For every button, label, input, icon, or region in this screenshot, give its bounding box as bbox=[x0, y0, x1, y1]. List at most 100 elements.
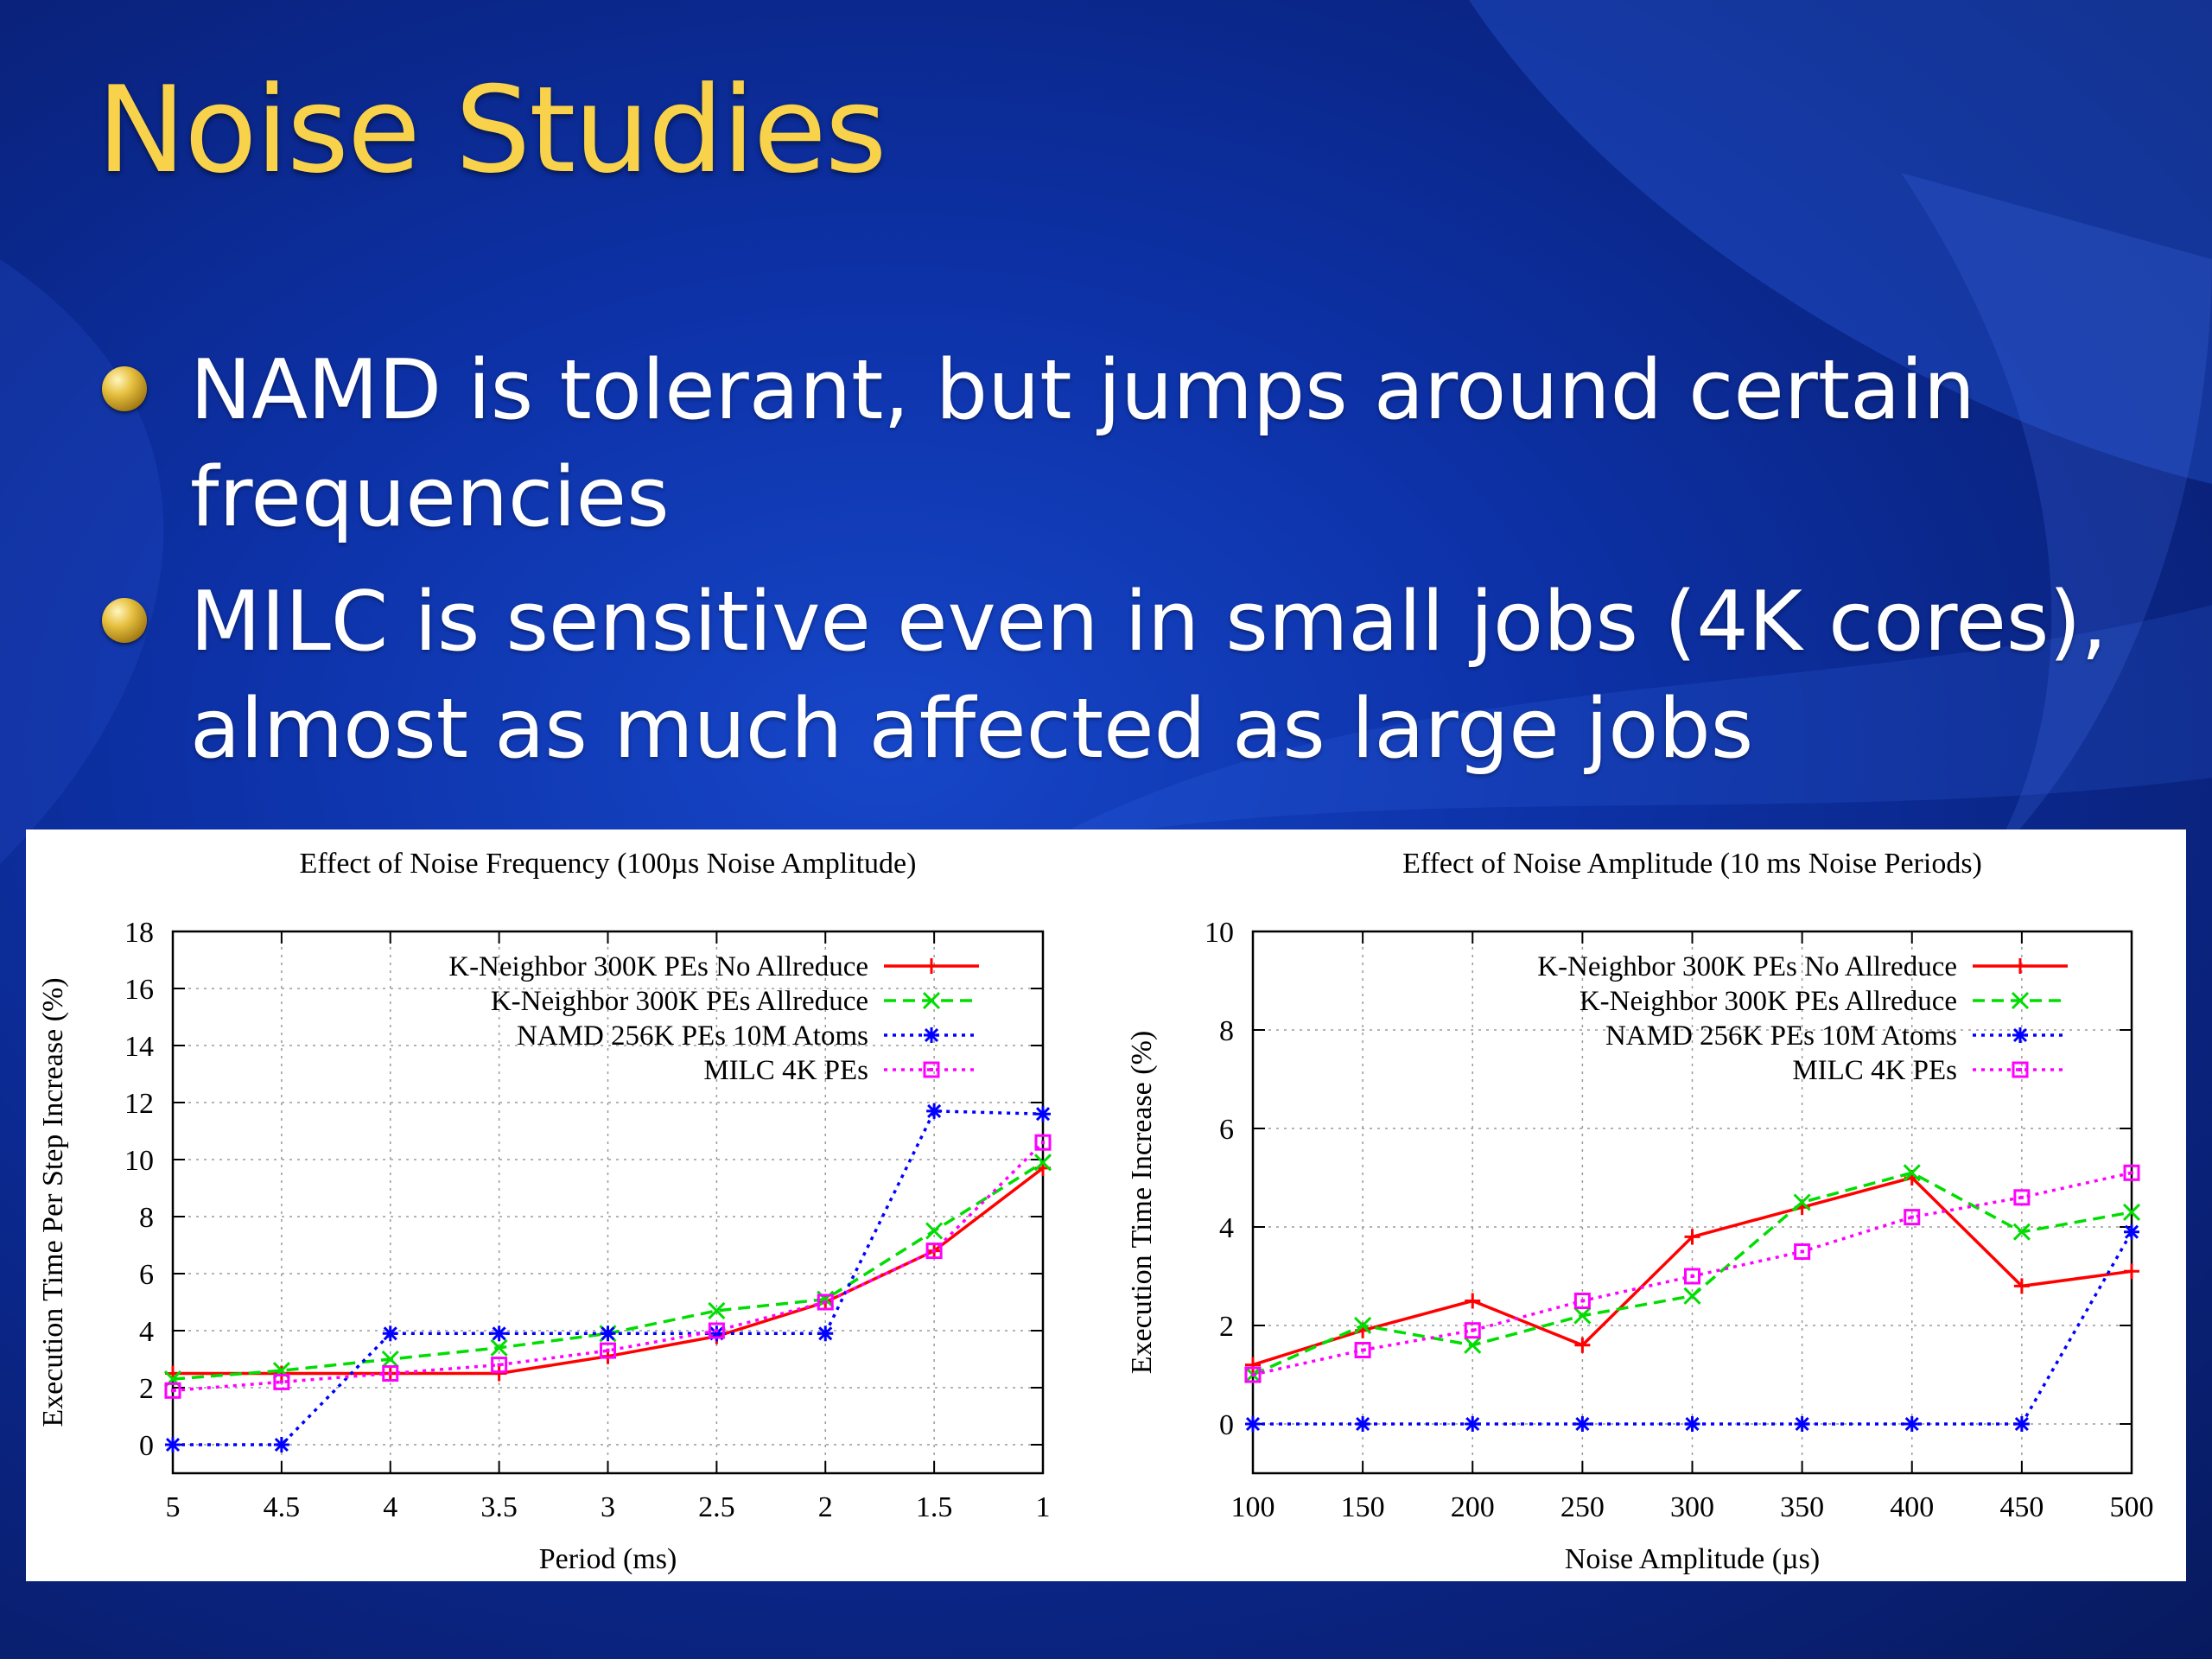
marker-stroke bbox=[1245, 1416, 1261, 1432]
marker-stroke bbox=[601, 1326, 615, 1341]
data-point bbox=[491, 1325, 507, 1342]
data-point bbox=[925, 1222, 944, 1240]
data-point bbox=[817, 1294, 834, 1311]
marker-stroke bbox=[2012, 1027, 2028, 1043]
marker-stroke bbox=[708, 1322, 725, 1339]
series-0 bbox=[165, 1160, 1051, 1382]
x-tick-label: 450 bbox=[1999, 1491, 2044, 1523]
data-point bbox=[2124, 1263, 2139, 1280]
x-tick-label: 250 bbox=[1560, 1491, 1605, 1523]
marker-dot bbox=[388, 1371, 392, 1376]
marker-stroke bbox=[1794, 1243, 1811, 1260]
marker-dot bbox=[1361, 1348, 1365, 1352]
marker-stroke bbox=[491, 1357, 508, 1374]
data-point bbox=[2013, 1189, 2031, 1206]
marker-stroke bbox=[600, 1342, 616, 1359]
y-tick-label: 14 bbox=[124, 1031, 154, 1063]
marker-stroke bbox=[2013, 1189, 2031, 1206]
series-1 bbox=[1243, 1164, 2141, 1384]
data-point bbox=[1904, 1416, 1920, 1432]
marker-stroke bbox=[492, 1326, 506, 1341]
marker-stroke bbox=[383, 1326, 397, 1341]
bullet-item: NAMD is tolerant, but jumps around certa… bbox=[102, 337, 2160, 551]
x-tick-label: 1.5 bbox=[916, 1491, 953, 1523]
marker-stroke bbox=[1793, 1193, 1811, 1211]
marker-stroke bbox=[164, 1382, 181, 1399]
marker-dot bbox=[1580, 1299, 1585, 1303]
marker-stroke bbox=[381, 1350, 399, 1369]
marker-stroke bbox=[490, 1338, 508, 1357]
data-point bbox=[491, 1365, 507, 1382]
data-point bbox=[1684, 1416, 1700, 1432]
charts-panel: Effect of Noise Frequency (100µs Noise A… bbox=[26, 830, 2186, 1581]
data-point bbox=[1573, 1306, 1592, 1325]
data-point bbox=[2124, 1224, 2139, 1240]
data-point bbox=[273, 1437, 289, 1452]
x-tick-label: 200 bbox=[1451, 1491, 1495, 1523]
chart-title: Effect of Noise Frequency (100µs Noise A… bbox=[300, 848, 917, 880]
data-point bbox=[1684, 1229, 1700, 1245]
marker-stroke bbox=[923, 1061, 940, 1078]
legend-label: K-Neighbor 300K PEs No Allreduce bbox=[1537, 951, 1957, 982]
data-point bbox=[600, 1325, 616, 1342]
data-point bbox=[1035, 1106, 1051, 1122]
bullet-list: NAMD is tolerant, but jumps around certa… bbox=[102, 337, 2160, 800]
legend-label: NAMD 256K PEs 10M Atoms bbox=[1605, 1020, 1957, 1052]
data-point bbox=[1354, 1342, 1371, 1358]
marker-stroke bbox=[1034, 1134, 1052, 1151]
x-tick-label: 300 bbox=[1670, 1491, 1714, 1523]
marker-stroke bbox=[925, 1222, 944, 1240]
y-axis-label: Execution Time Increase (%) bbox=[1126, 1031, 1158, 1375]
plot-frame bbox=[1251, 930, 2133, 1475]
y-tick-label: 8 bbox=[1219, 1015, 1234, 1047]
marker-stroke bbox=[925, 1243, 943, 1260]
x-tick-label: 100 bbox=[1231, 1491, 1275, 1523]
marker-dot bbox=[823, 1300, 828, 1304]
y-tick-label: 0 bbox=[1219, 1409, 1234, 1441]
series-3 bbox=[1244, 1164, 2140, 1383]
data-point bbox=[1354, 1316, 1372, 1335]
legend-label: K-Neighbor 300K PEs No Allreduce bbox=[448, 951, 868, 982]
marker-dot bbox=[497, 1363, 501, 1367]
data-point bbox=[1793, 1193, 1811, 1211]
marker-stroke bbox=[1904, 1416, 1919, 1432]
data-point bbox=[1683, 1287, 1701, 1305]
legend-label: K-Neighbor 300K PEs Allreduce bbox=[491, 986, 868, 1017]
y-tick-label: 10 bbox=[124, 1145, 154, 1177]
marker-stroke bbox=[1244, 1366, 1262, 1383]
chart-noise-frequency: Effect of Noise Frequency (100µs Noise A… bbox=[37, 848, 1052, 1575]
marker-stroke bbox=[1904, 1209, 1921, 1226]
marker-dot bbox=[2130, 1171, 2133, 1175]
data-point bbox=[273, 1365, 289, 1382]
y-tick-label: 6 bbox=[1219, 1114, 1234, 1146]
marker-dot bbox=[606, 1349, 610, 1353]
data-point bbox=[1034, 1134, 1052, 1151]
marker-stroke bbox=[1033, 1154, 1052, 1172]
marker-stroke bbox=[1354, 1316, 1372, 1335]
data-point bbox=[164, 1382, 181, 1399]
marker-stroke bbox=[2014, 1416, 2029, 1432]
marker-stroke bbox=[922, 991, 941, 1010]
x-tick-label: 3 bbox=[601, 1491, 615, 1523]
marker-stroke bbox=[1356, 1416, 1370, 1432]
bullet-item: MILC is sensitive even in small jobs (4K… bbox=[102, 569, 2160, 783]
x-tick-label: 1 bbox=[1036, 1491, 1051, 1523]
marker-stroke bbox=[2011, 991, 2030, 1010]
marker-dot bbox=[2018, 1068, 2022, 1071]
data-point bbox=[1033, 1154, 1052, 1172]
x-tick-label: 150 bbox=[1341, 1491, 1385, 1523]
data-point bbox=[382, 1365, 399, 1382]
y-tick-label: 12 bbox=[124, 1088, 154, 1120]
series-2 bbox=[165, 1103, 1051, 1452]
marker-stroke bbox=[818, 1326, 833, 1341]
data-point bbox=[1465, 1416, 1481, 1432]
x-tick-label: 4 bbox=[383, 1491, 397, 1523]
data-point bbox=[1245, 1357, 1261, 1373]
x-tick-label: 350 bbox=[1780, 1491, 1824, 1523]
data-point bbox=[1904, 1209, 1921, 1226]
marker-dot bbox=[715, 1329, 719, 1332]
marker-stroke bbox=[708, 1301, 726, 1319]
marker-dot bbox=[1041, 1141, 1045, 1145]
marker-stroke bbox=[927, 1103, 942, 1118]
data-point bbox=[925, 1243, 943, 1260]
